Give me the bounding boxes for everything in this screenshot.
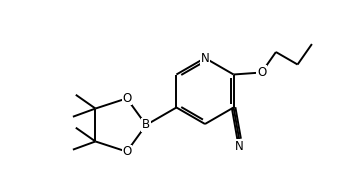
Text: N: N (235, 140, 244, 153)
Text: O: O (122, 145, 132, 158)
Text: O: O (257, 66, 266, 79)
Text: B: B (142, 118, 150, 132)
Text: O: O (122, 92, 132, 105)
Text: N: N (201, 52, 209, 65)
